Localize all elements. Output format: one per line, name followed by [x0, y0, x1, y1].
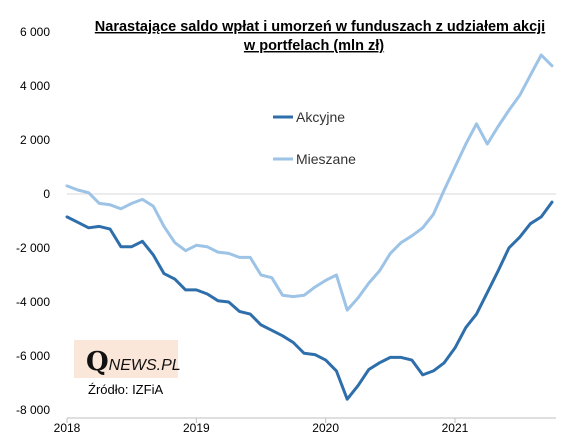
x-tick-label: 2021 — [442, 421, 469, 435]
y-tick-label: 0 — [43, 187, 50, 201]
series-lines — [65, 53, 554, 401]
chart-legend: Akcyjne Mieszane — [273, 109, 356, 167]
legend-label-mieszane: Mieszane — [296, 151, 356, 167]
chart-title-line-2: w portfelach (mln zł) — [243, 38, 384, 54]
y-axis: 6 000 4 000 2 000 0 -2 000 -4 000 -6 000 -8 000 — [16, 25, 556, 417]
y-tick-label: 6 000 — [20, 25, 50, 39]
legend-label-akcyjne: Akcyjne — [296, 109, 345, 125]
series-line-akcyjne — [65, 200, 554, 401]
y-tick-label: -6 000 — [16, 349, 50, 363]
x-tick-label: 2019 — [183, 421, 210, 435]
series-line-mieszane — [65, 53, 554, 312]
y-tick-label: -4 000 — [16, 295, 50, 309]
logo-background — [74, 340, 178, 378]
logo-rest: NEWS.PL — [109, 357, 181, 374]
chart-title-line-1: Narastające saldo wpłat i umorzeń w fund… — [95, 19, 545, 35]
y-tick-label: 2 000 — [20, 133, 50, 147]
x-tick-label: 2020 — [312, 421, 339, 435]
source-note: Źródło: IZFiA — [88, 382, 163, 397]
logo-q: Q — [86, 347, 109, 377]
y-tick-label: -2 000 — [16, 241, 50, 255]
logo-text: QNEWS.PL — [86, 347, 181, 377]
qnews-logo: QNEWS.PL — [74, 340, 181, 378]
x-tick-label: 2018 — [54, 421, 81, 435]
x-axis: 2018 2019 2020 2021 — [54, 417, 556, 435]
y-tick-label: -8 000 — [16, 403, 50, 417]
y-tick-label: 4 000 — [20, 79, 50, 93]
